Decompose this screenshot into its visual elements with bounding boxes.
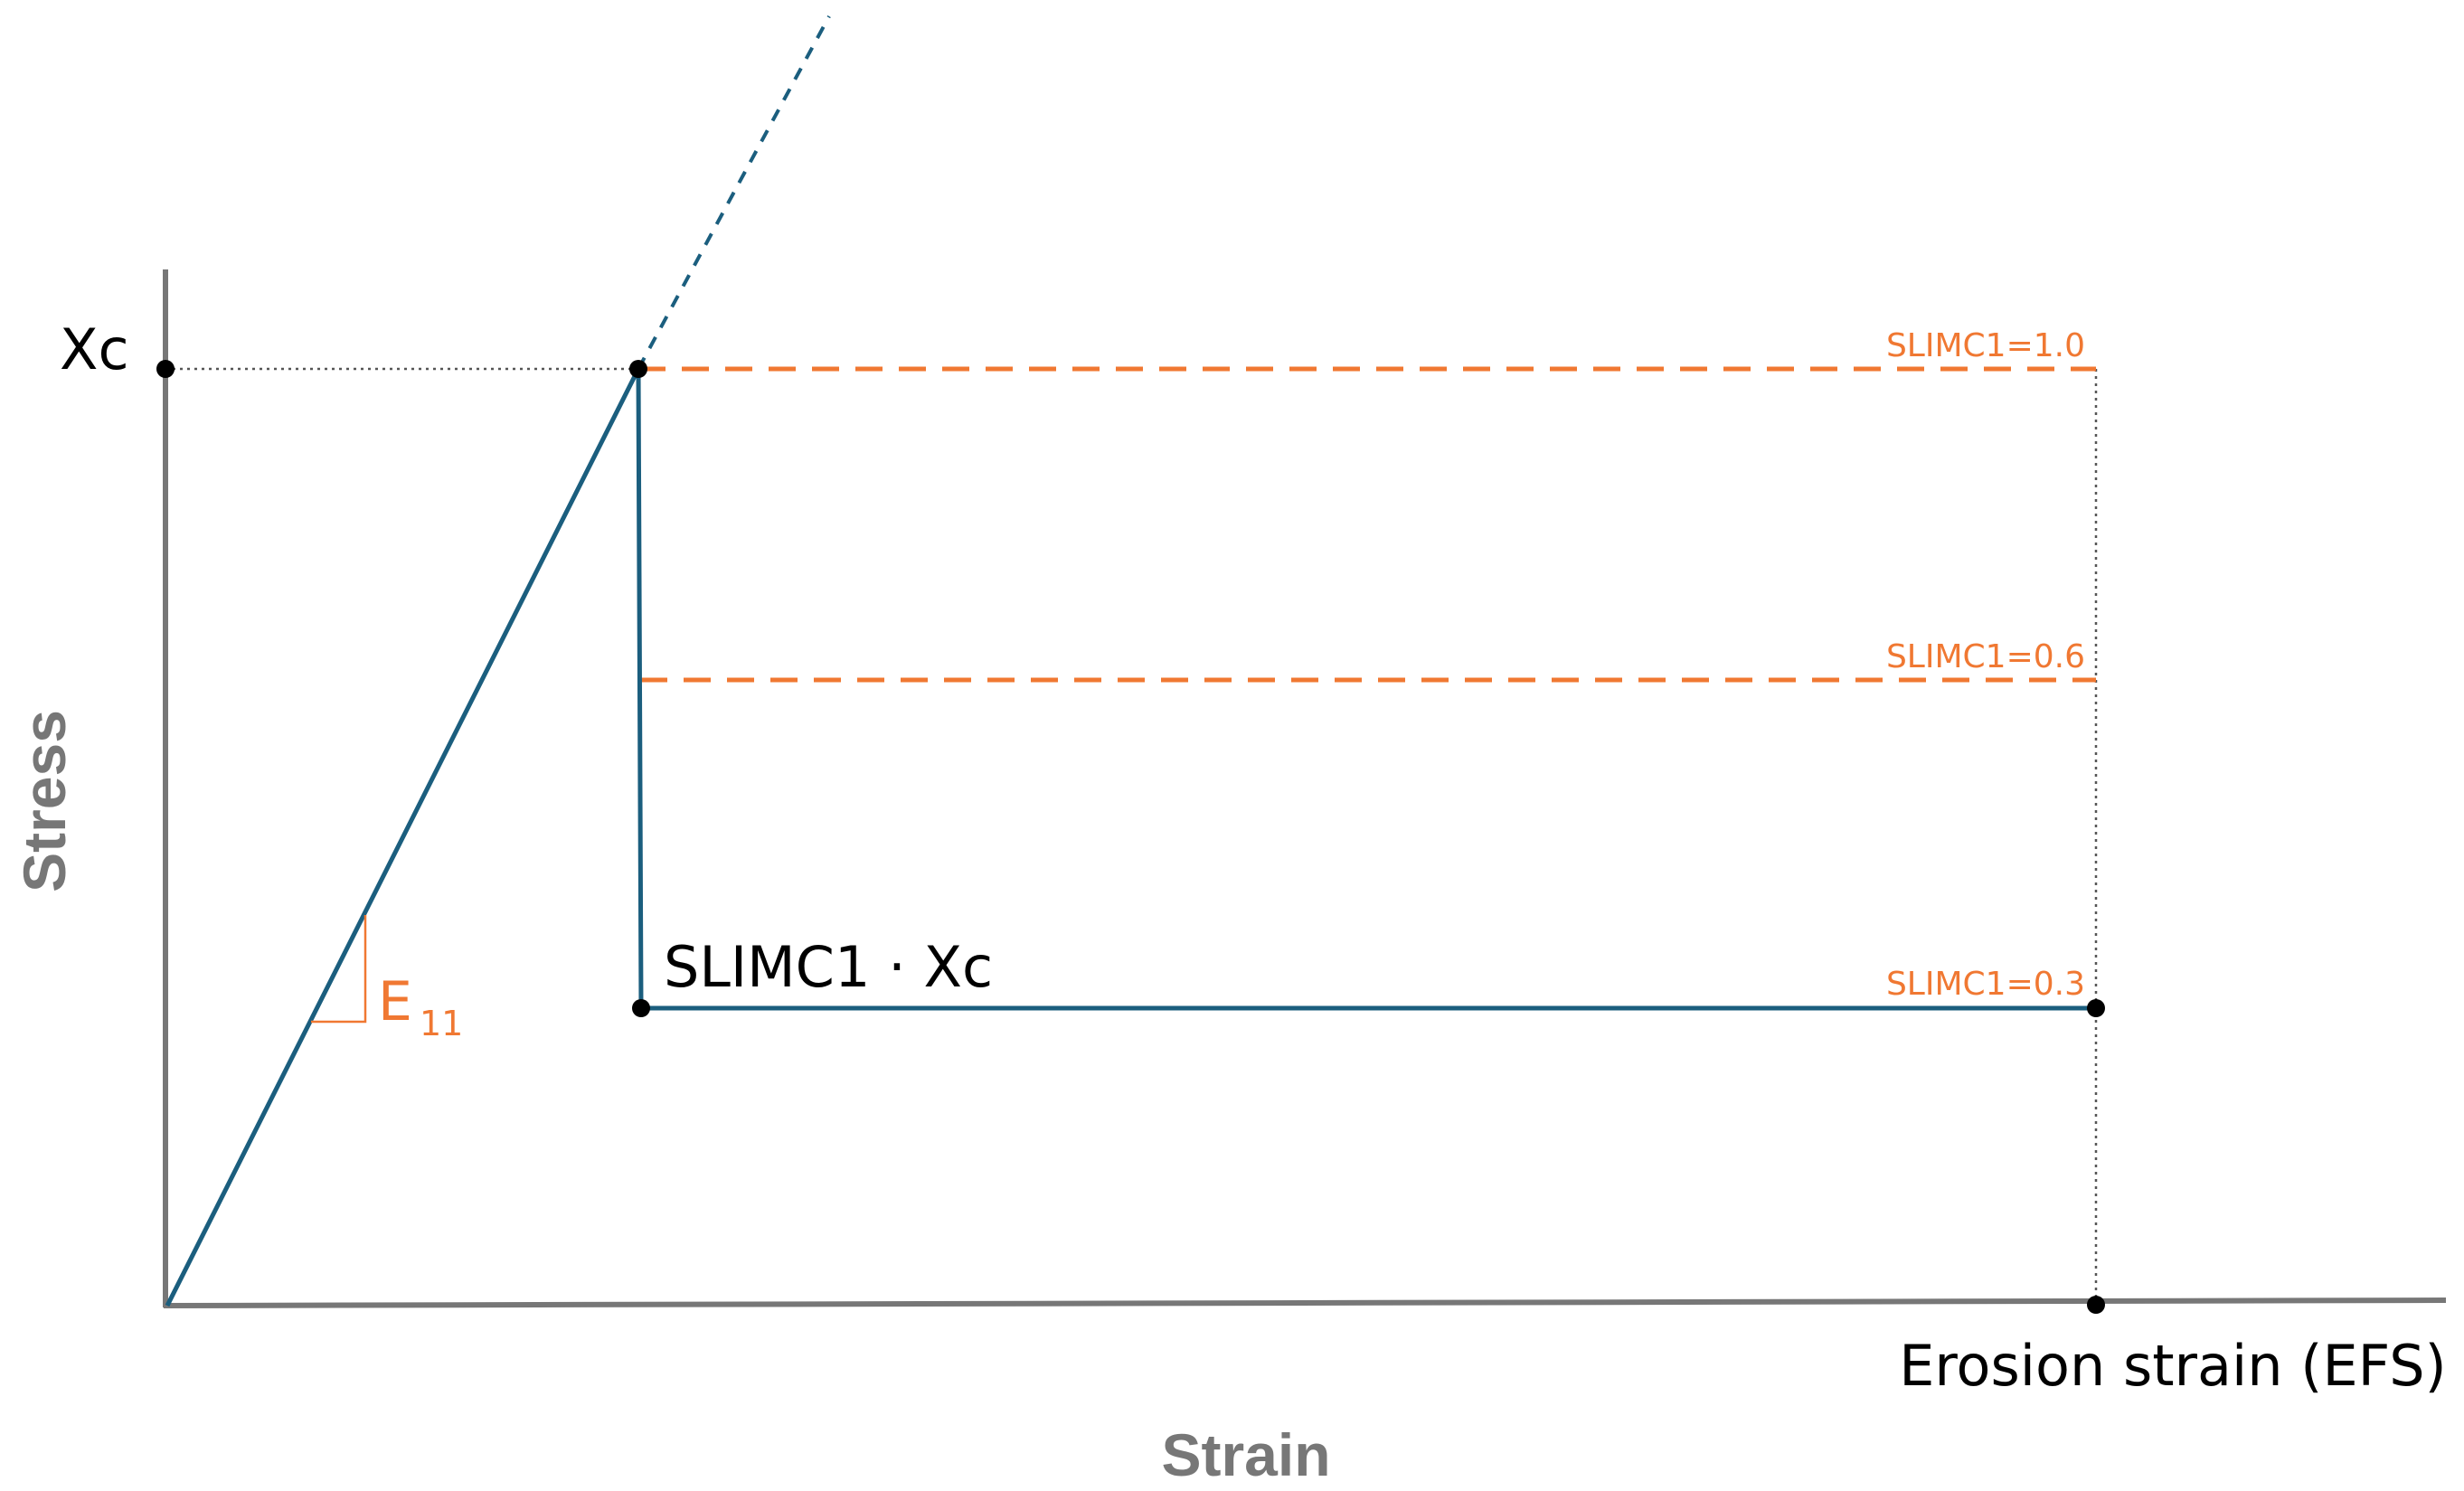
xc-label: Xc — [60, 316, 129, 382]
x-axis-title: Strain — [1161, 1421, 1330, 1488]
level-label-0-6: SLIMC1=0.6 — [1886, 638, 2085, 675]
xc-axis-point — [156, 360, 175, 378]
level-label-1-0: SLIMC1=1.0 — [1886, 327, 2085, 364]
peak-point — [629, 360, 647, 378]
x-axis — [163, 1298, 2447, 1308]
stress-strain-curve — [165, 367, 2096, 1307]
modulus-label-main: E — [378, 970, 412, 1033]
erosion-strain-point — [2087, 1296, 2105, 1314]
modulus-slope-triangle — [311, 915, 367, 1024]
erosion-strain-label: Erosion strain (EFS) — [1899, 1333, 2447, 1399]
level-label-0-3: SLIMC1=0.3 — [1886, 966, 2085, 1003]
residual-start-point — [632, 999, 650, 1017]
modulus-label: E 11 — [378, 970, 463, 1043]
residual-end-point — [2087, 999, 2105, 1017]
y-axis-title: Stress — [11, 710, 78, 892]
slimc-xc-label: SLIMC1 · Xc — [664, 934, 993, 1000]
modulus-label-sub: 11 — [420, 1004, 463, 1043]
elastic-extension-line — [637, 15, 831, 370]
